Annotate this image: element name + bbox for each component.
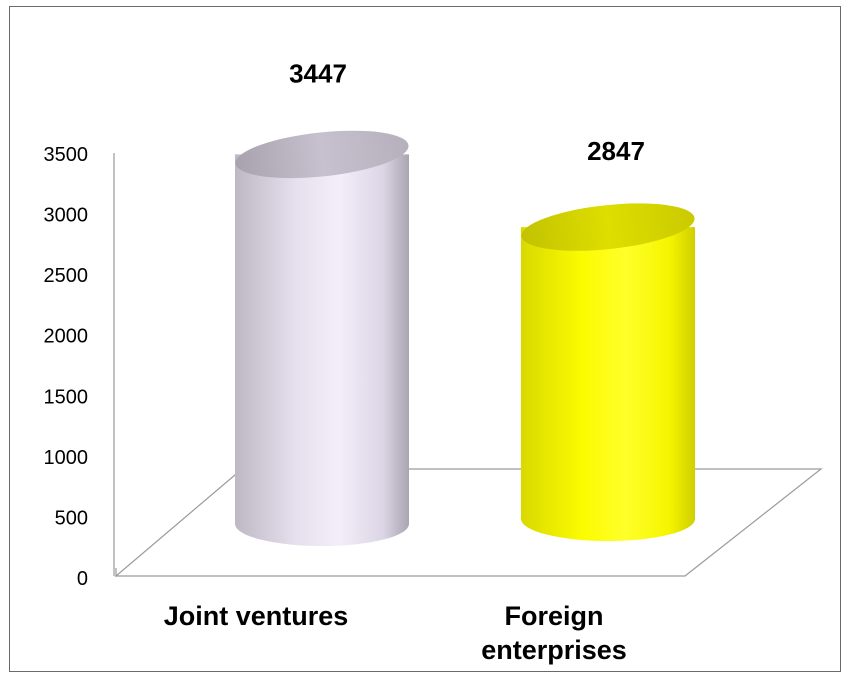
floor-plane	[114, 468, 823, 577]
bars-group	[235, 130, 695, 546]
y-tick-label: 0	[77, 568, 88, 590]
category-label: Joint ventures	[164, 601, 349, 631]
y-tick-label: 2500	[44, 265, 89, 287]
chart-frame	[9, 6, 841, 672]
y-tick-label: 2000	[44, 326, 89, 348]
y-tick-label: 1000	[44, 447, 89, 469]
bar-cylinder-body	[235, 154, 409, 546]
y-tick-label: 3500	[44, 144, 89, 166]
bar-cylinder-top	[521, 203, 695, 251]
category-label: Foreign	[505, 601, 604, 631]
y-tick-label: 1500	[44, 386, 89, 408]
bar-cylinder-body	[521, 227, 695, 541]
y-axis-ticks: 0 500 1000 1500 2000 2500 3000 3500	[44, 144, 89, 590]
y-tick-label: 3000	[44, 205, 89, 227]
bar-cylinder-top	[235, 130, 409, 179]
category-labels-group: Joint ventures Foreign enterprises	[164, 601, 627, 665]
y-tick-label: 500	[55, 507, 88, 529]
category-label: enterprises	[481, 635, 627, 665]
data-label: 3447	[289, 58, 347, 88]
data-labels-group: 3447 2847	[289, 58, 645, 166]
data-label: 2847	[587, 136, 645, 166]
